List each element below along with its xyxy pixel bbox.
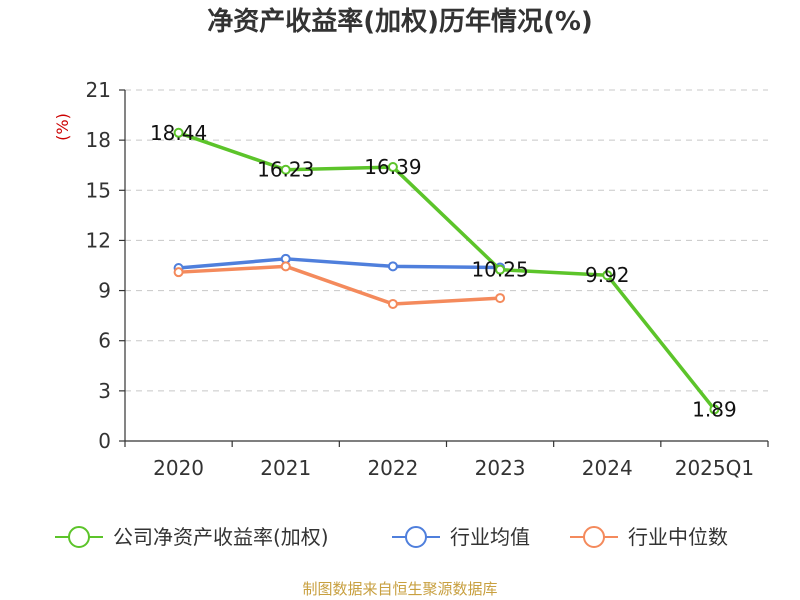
- y-axis-unit: (%): [53, 113, 72, 141]
- legend-item[interactable]: 行业中位数: [570, 525, 728, 549]
- y-tick-label: 12: [86, 228, 111, 252]
- chart-title: 净资产收益率(加权)历年情况(%): [207, 6, 593, 37]
- legend-swatch-marker: [583, 526, 605, 548]
- data-source-note: 制图数据来自恒生聚源数据库: [302, 580, 497, 598]
- grid-lines: [125, 89, 768, 392]
- legend-label: 公司净资产收益率(加权): [113, 525, 329, 549]
- data-point: [173, 127, 184, 138]
- x-tick-label: 2020: [153, 456, 204, 480]
- legend-label: 行业中位数: [628, 525, 728, 549]
- data-labels: 18.44 16.23 16.39 10.25 9.92 1.89: [150, 121, 737, 422]
- legend-label: 行业均值: [450, 525, 530, 549]
- data-point: [280, 164, 291, 175]
- y-tick-label: 6: [98, 329, 111, 353]
- y-tick-label: 9: [98, 279, 111, 303]
- data-point: [602, 270, 613, 281]
- data-label: 1.89: [692, 397, 737, 421]
- data-label: 16.23: [257, 158, 314, 182]
- legend-swatch-marker: [405, 526, 427, 548]
- series-lines: [173, 127, 720, 415]
- data-label: 10.25: [471, 258, 528, 282]
- data-point: [495, 264, 506, 275]
- legend-swatch-marker: [68, 526, 90, 548]
- data-point: [709, 404, 720, 415]
- series-line: [178, 257, 501, 270]
- x-tick-label: 2022: [367, 456, 418, 480]
- data-point: [495, 293, 506, 304]
- x-tick-label: 2024: [582, 456, 633, 480]
- axes: 0 3 6 9 12 15 18 21 2020 2021 2022 2023 2024 2025Q1: [86, 78, 769, 480]
- data-point: [173, 267, 184, 278]
- y-tick-label: 21: [86, 78, 111, 102]
- data-label: 9.92: [585, 263, 630, 287]
- y-tick-label: 18: [86, 128, 111, 152]
- data-point: [387, 298, 398, 309]
- y-tick-label: 0: [98, 429, 111, 453]
- y-tick-label: 3: [98, 379, 111, 403]
- data-point: [280, 261, 291, 272]
- x-tick-label: 2023: [475, 456, 526, 480]
- data-point: [387, 261, 398, 272]
- data-label: 16.39: [364, 155, 421, 179]
- x-tick-label: 2025Q1: [675, 456, 754, 480]
- legend-item[interactable]: 行业均值: [392, 525, 530, 549]
- data-point: [387, 162, 398, 173]
- legend-item[interactable]: 公司净资产收益率(加权): [55, 525, 329, 549]
- x-tick-label: 2021: [260, 456, 311, 480]
- data-label: 18.44: [150, 121, 207, 145]
- legend: 公司净资产收益率(加权) 行业均值 行业中位数: [55, 525, 728, 549]
- y-tick-label: 15: [86, 178, 111, 202]
- series-line: [178, 131, 716, 411]
- series-line: [178, 264, 501, 306]
